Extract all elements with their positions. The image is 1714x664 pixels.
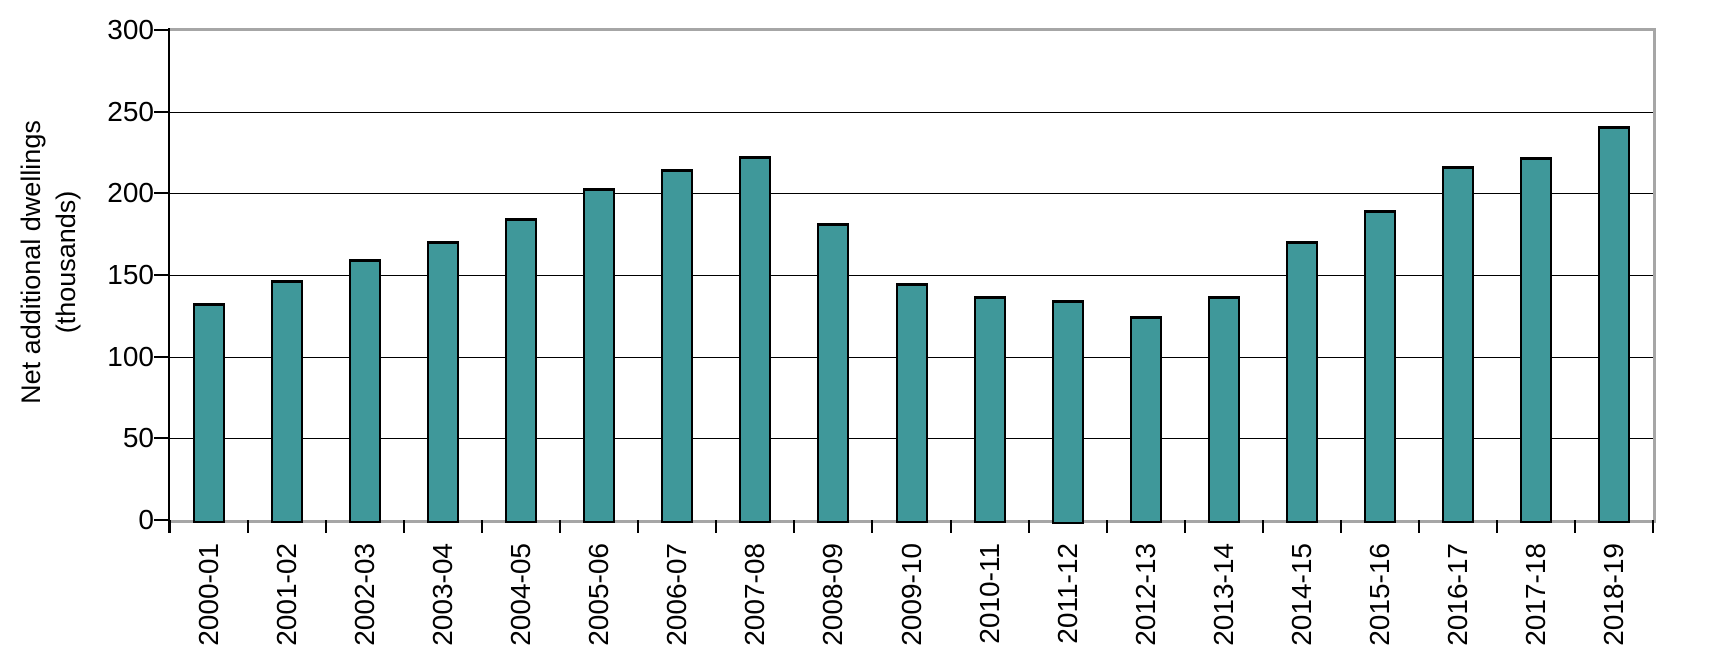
- x-tick-label: 2016-17: [1442, 543, 1473, 646]
- y-tick-label: 250: [107, 96, 154, 127]
- x-tick-label: 2000-01: [193, 543, 224, 646]
- y-tick: [154, 437, 170, 439]
- bar: [1598, 126, 1630, 523]
- y-tick: [154, 519, 170, 521]
- x-tick: [1184, 520, 1186, 533]
- y-tick-label: 300: [107, 14, 154, 45]
- x-tick: [481, 520, 483, 533]
- x-tick: [325, 520, 327, 533]
- x-tick-label: 2007-08: [739, 543, 770, 646]
- bar: [1208, 296, 1240, 523]
- x-tick-label: 2017-18: [1520, 543, 1551, 646]
- plot-right-border: [1653, 28, 1656, 523]
- gridline: [170, 112, 1653, 113]
- x-tick-label: 2008-09: [817, 543, 848, 646]
- bar: [1442, 166, 1474, 523]
- plot-top-border: [168, 28, 1656, 31]
- bar: [1364, 210, 1396, 523]
- x-tick: [169, 520, 171, 533]
- y-tick: [154, 29, 170, 31]
- bar: [974, 296, 1006, 523]
- bar: [817, 223, 849, 523]
- x-tick: [1652, 520, 1654, 533]
- x-tick-label: 2011-12: [1052, 543, 1083, 644]
- bar: [271, 280, 303, 523]
- y-tick-label: 200: [107, 177, 154, 208]
- gridline: [170, 193, 1653, 194]
- y-tick: [154, 192, 170, 194]
- bar: [661, 169, 693, 523]
- y-tick-label: 150: [107, 259, 154, 290]
- x-tick: [1418, 520, 1420, 533]
- bar: [427, 241, 459, 523]
- bar: [1286, 241, 1318, 523]
- x-tick: [1262, 520, 1264, 533]
- x-tick: [1574, 520, 1576, 533]
- x-tick-label: 2018-19: [1598, 543, 1629, 646]
- x-tick: [871, 520, 873, 533]
- y-tick: [154, 274, 170, 276]
- gridline: [170, 275, 1653, 276]
- x-tick: [1028, 520, 1030, 533]
- x-tick: [715, 520, 717, 533]
- bar: [193, 303, 225, 523]
- x-tick-label: 2013-14: [1208, 543, 1239, 646]
- y-tick-label: 50: [122, 422, 154, 453]
- x-tick: [793, 520, 795, 533]
- bar: [349, 259, 381, 523]
- x-tick-label: 2003-04: [427, 543, 458, 646]
- bar: [1052, 300, 1084, 524]
- x-tick: [247, 520, 249, 533]
- bar: [1130, 316, 1162, 523]
- x-tick: [950, 520, 952, 533]
- y-tick-label: 0: [138, 504, 154, 535]
- y-tick-label: 100: [107, 341, 154, 372]
- bar: [739, 156, 771, 523]
- y-tick: [154, 111, 170, 113]
- x-tick-label: 2001-02: [271, 543, 302, 646]
- x-tick-label: 2012-13: [1130, 543, 1161, 646]
- x-tick: [1496, 520, 1498, 533]
- x-tick-label: 2014-15: [1286, 543, 1317, 646]
- x-tick-label: 2015-16: [1364, 543, 1395, 646]
- x-tick-label: 2005-06: [583, 543, 614, 646]
- x-tick: [1340, 520, 1342, 533]
- bar: [1520, 157, 1552, 523]
- x-tick-label: 2006-07: [661, 543, 692, 646]
- x-tick: [403, 520, 405, 533]
- x-tick: [1106, 520, 1108, 533]
- x-tick-label: 2004-05: [505, 543, 536, 646]
- x-tick-label: 2009-10: [896, 543, 927, 646]
- bar: [896, 283, 928, 523]
- bar: [583, 188, 615, 523]
- bar: [505, 218, 537, 523]
- x-tick: [559, 520, 561, 533]
- y-axis-line: [168, 28, 170, 533]
- y-tick: [154, 356, 170, 358]
- x-tick: [637, 520, 639, 533]
- x-tick-label: 2002-03: [349, 543, 380, 646]
- x-tick-label: 2010-11: [974, 543, 1005, 644]
